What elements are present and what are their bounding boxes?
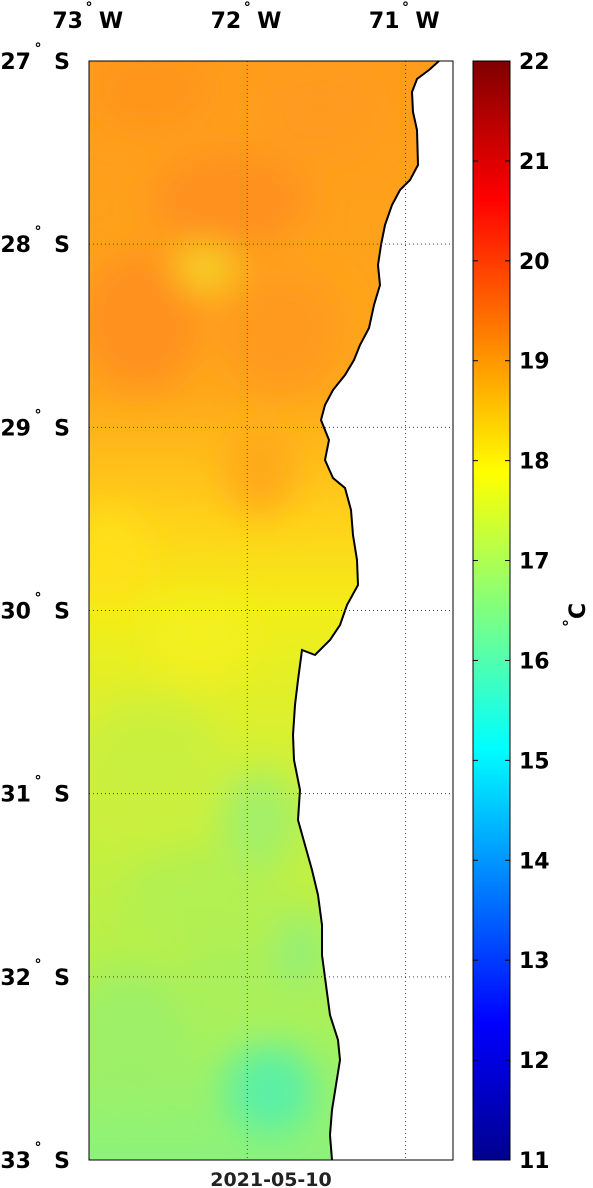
svg-text:°: °	[244, 0, 251, 16]
sst-blob	[90, 61, 210, 130]
coastline	[291, 60, 440, 1161]
colorbar-tick-label: 11	[519, 1149, 550, 1174]
svg-text:32: 32	[0, 966, 31, 991]
svg-text:73: 73	[52, 9, 83, 34]
sst-blob	[225, 425, 295, 515]
colorbar-frame	[472, 60, 511, 1161]
colorbar-tick-label: 14	[519, 849, 550, 874]
colorbar-ramp	[473, 61, 510, 1160]
svg-text:W: W	[257, 9, 281, 34]
svg-text:°: °	[35, 407, 42, 423]
sst-blob	[185, 940, 275, 1020]
colorbar-tick-label: 17	[519, 550, 550, 575]
svg-text:°: °	[35, 774, 42, 790]
svg-text:30: 30	[0, 600, 31, 625]
svg-text:S: S	[54, 783, 70, 808]
colorbar-tick-label: 21	[519, 150, 550, 175]
svg-text:72: 72	[211, 9, 242, 34]
colorbar-tick-label: 19	[519, 350, 550, 375]
sst-blobs	[89, 61, 375, 1135]
colorbar-tick-label: 22	[519, 50, 550, 75]
colorbar-unit-label: ° C	[560, 603, 591, 627]
sst-blob	[225, 1045, 315, 1135]
latitude-labels: 27°S28°S29°S30°S31°S32°S33°S	[0, 41, 70, 1174]
sst-blob	[150, 150, 310, 250]
svg-text:S: S	[54, 1149, 70, 1174]
latitude-label: 31° S	[0, 774, 70, 808]
svg-text:°: °	[35, 957, 42, 973]
date-label: 2021-05-10	[210, 1169, 332, 1188]
svg-text:S: S	[54, 966, 70, 991]
svg-text:°: °	[35, 224, 42, 240]
colorbar-tick-label: 12	[519, 1049, 550, 1074]
map-panel: 73°W 72°W 71°W 27°S28°S29°S30°S31°S32°S33°…	[0, 0, 454, 1188]
svg-text:33: 33	[0, 1149, 31, 1174]
longitude-label: 71° W	[369, 0, 440, 34]
sst-blob	[220, 270, 340, 390]
svg-text:71: 71	[369, 9, 400, 34]
sst-blob	[275, 910, 325, 990]
svg-text:S: S	[54, 50, 70, 75]
svg-text:°: °	[402, 0, 409, 16]
longitude-label: 73° W	[52, 0, 123, 34]
gridlines	[89, 61, 453, 1160]
svg-text:27: 27	[0, 50, 31, 75]
colorbar-tick-label: 13	[519, 949, 550, 974]
sst-blob	[89, 510, 150, 610]
sst-blob	[120, 850, 280, 950]
latitude-label: 30° S	[0, 591, 70, 625]
svg-text:°: °	[35, 41, 42, 57]
svg-text:S: S	[54, 600, 70, 625]
sst-blob	[220, 770, 300, 870]
sst-blob	[89, 700, 220, 820]
latitude-label: 28° S	[0, 224, 70, 258]
svg-text:°: °	[35, 1140, 42, 1156]
colorbar-tick-label: 15	[519, 749, 550, 774]
svg-text:31: 31	[0, 783, 31, 808]
unit-degree: °	[560, 619, 579, 627]
svg-text:°: °	[35, 591, 42, 607]
colorbar: 11 12 13 14 15 16 17 18 19 20 21 22 ° C	[472, 50, 591, 1174]
sst-blob	[177, 248, 233, 288]
longitude-labels: 73°W 72°W 71°W	[52, 0, 439, 34]
unit-letter: C	[566, 603, 591, 619]
latitude-label: 32° S	[0, 957, 70, 991]
svg-text:S: S	[54, 416, 70, 441]
svg-text:S: S	[54, 233, 70, 258]
colorbar-tick-label: 16	[519, 649, 550, 674]
svg-text:W: W	[99, 9, 123, 34]
latitude-label: 27° S	[0, 41, 70, 75]
colorbar-ticks: 11 12 13 14 15 16 17 18 19 20 21 22	[473, 50, 550, 1174]
svg-text:28: 28	[0, 233, 31, 258]
sst-blob	[89, 250, 200, 390]
sst-blob	[265, 65, 375, 155]
latitude-label: 33° S	[0, 1140, 70, 1174]
sst-blob	[89, 970, 185, 1090]
svg-text:W: W	[415, 9, 439, 34]
colorbar-tick-label: 18	[519, 450, 550, 475]
colorbar-tick-label: 20	[519, 250, 550, 275]
latitude-label: 29° S	[0, 407, 70, 441]
longitude-label: 72° W	[211, 0, 282, 34]
sst-blob	[150, 600, 250, 680]
svg-text:°: °	[86, 0, 93, 16]
svg-text:29: 29	[0, 416, 31, 441]
map-frame	[88, 60, 454, 1161]
